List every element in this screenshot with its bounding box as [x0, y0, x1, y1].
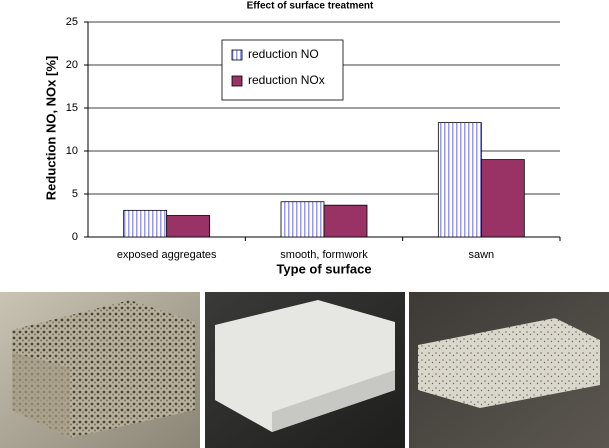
photo-sawn	[409, 292, 609, 448]
bar	[123, 209, 168, 238]
x-tick-label: exposed aggregates	[117, 249, 217, 261]
y-tick-label: 5	[72, 188, 78, 200]
legend-label: reduction NO	[248, 47, 319, 61]
x-tick-label: smooth, formwork	[280, 249, 368, 261]
legend-swatch	[231, 75, 243, 87]
bar	[323, 204, 368, 238]
bar	[437, 122, 482, 238]
y-tick-label: 15	[66, 102, 78, 114]
x-axis-title: Type of surface	[276, 261, 371, 276]
bar	[480, 159, 525, 238]
bar	[166, 215, 211, 238]
x-tick-label: sawn	[468, 249, 494, 261]
photo-smooth	[205, 292, 405, 448]
y-axis-title: Reduction NO, NOx [%]	[43, 56, 58, 200]
bar	[280, 201, 325, 238]
photo-exposed	[0, 292, 200, 448]
y-tick-label: 10	[66, 145, 78, 157]
legend-label: reduction NOx	[248, 73, 325, 87]
y-tick-label: 25	[66, 16, 78, 28]
legend-swatch	[231, 49, 243, 61]
chart-title: Effect of surface treatment	[247, 1, 374, 12]
y-tick-label: 0	[72, 231, 78, 243]
plot: 0 5 10 15 20 25 exposed aggregates smooth, form…	[66, 16, 561, 261]
y-tick-label: 20	[66, 59, 78, 71]
legend: reduction NO reduction NOx	[221, 39, 344, 101]
